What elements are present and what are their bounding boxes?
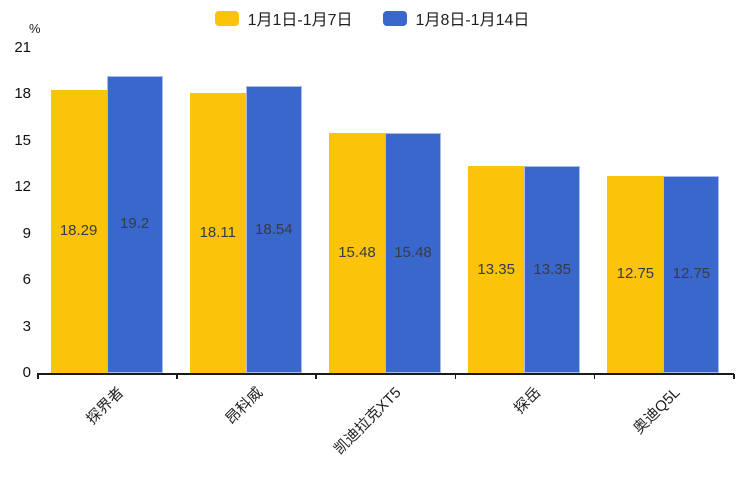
bar-value-label: 15.48 (338, 244, 376, 262)
bar-series2-奥迪Q5L[interactable] (663, 175, 720, 373)
x-category-label-凯迪拉克XT5: 凯迪拉克XT5 (331, 384, 406, 459)
x-category-label-探岳: 探岳 (511, 384, 545, 418)
x-axis-tick (454, 374, 457, 379)
legend-label-week2: 1月8日-1月14日 (415, 12, 530, 29)
bar-series1-凯迪拉克XT5[interactable] (329, 133, 385, 373)
y-axis-unit-label: % (29, 21, 41, 36)
y-tick-label-3: 3 (22, 317, 31, 335)
x-axis-tick (315, 374, 317, 379)
y-tick-label-18: 18 (14, 85, 31, 103)
bar-series2-探界者[interactable] (106, 75, 163, 373)
x-axis-tick (176, 374, 178, 379)
x-category-label-奥迪Q5L: 奥迪Q5L (630, 384, 684, 438)
bar-value-label: 13.35 (477, 260, 515, 278)
bar-value-label: 18.54 (255, 220, 293, 238)
legend: 1月1日-1月7日 1月8日-1月14日 (0, 6, 744, 30)
bar-value-label: 19.2 (119, 215, 150, 233)
bar-series2-凯迪拉克XT5[interactable] (385, 133, 441, 373)
bar-value-label: 15.48 (394, 244, 432, 262)
bar-value-label: 12.75 (616, 265, 655, 283)
y-tick-label-15: 15 (14, 131, 31, 149)
x-axis-tick (37, 374, 39, 379)
y-tick-label-9: 9 (22, 224, 31, 242)
bar-value-label: 12.75 (672, 265, 711, 283)
legend-label-week1: 1月1日-1月7日 (247, 12, 353, 29)
bar-series1-探界者[interactable] (50, 89, 107, 373)
legend-swatch-week2-icon (382, 10, 407, 26)
x-axis-tick (733, 374, 735, 379)
legend-item-week1[interactable]: 1月1日-1月7日 (214, 6, 353, 30)
bar-series1-奥迪Q5L[interactable] (607, 175, 664, 373)
bar-value-label: 13.35 (533, 260, 571, 278)
legend-item-week2[interactable]: 1月8日-1月14日 (382, 6, 530, 30)
x-category-label-昂科威: 昂科威 (222, 384, 266, 428)
bar-series1-昂科威[interactable] (189, 92, 246, 373)
x-category-label-探界者: 探界者 (82, 384, 127, 428)
bar-value-label: 18.11 (199, 223, 237, 241)
y-tick-label-21: 21 (14, 39, 31, 56)
bar-series2-昂科威[interactable] (245, 86, 302, 373)
legend-swatch-week1-icon (214, 10, 239, 26)
x-axis-line (37, 373, 734, 375)
bar-series2-探岳[interactable] (524, 166, 581, 373)
bar-value-label: 18.29 (59, 222, 98, 240)
bar-series1-探岳[interactable] (468, 166, 525, 373)
y-tick-label-0: 0 (22, 364, 31, 381)
y-tick-label-12: 12 (14, 178, 31, 196)
y-tick-label-6: 6 (22, 271, 31, 289)
x-axis-tick (593, 374, 596, 379)
